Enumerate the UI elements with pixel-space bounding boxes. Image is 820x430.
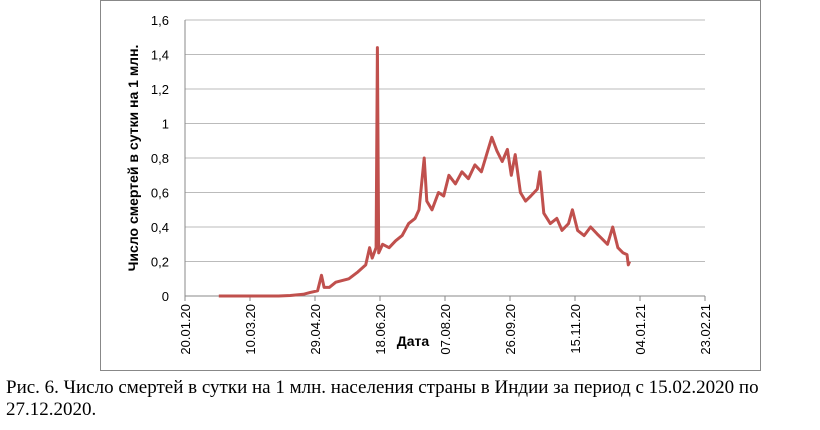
- y-tick-label: 0,2: [151, 255, 169, 270]
- x-tick-label: 26.09.20: [503, 304, 518, 355]
- y-tick-label: 0,4: [151, 220, 169, 235]
- x-tick-label: 29.04.20: [308, 304, 323, 355]
- y-tick-label: 1,2: [151, 82, 169, 97]
- y-tick-label: 0,8: [151, 151, 169, 166]
- x-tick-label: 07.08.20: [438, 304, 453, 355]
- y-tick-label: 1: [162, 117, 169, 132]
- y-tick-label: 0,6: [151, 186, 169, 201]
- x-axis-title: Дата: [397, 333, 430, 349]
- chart: Дата Число смертей в сутки на 1 млн. 0 0,…: [100, 0, 761, 371]
- caption: Рис. 6. Число смертей в сутки на 1 млн. …: [6, 377, 759, 420]
- x-tick-label: 23.02.21: [698, 304, 713, 355]
- chart-border: [100, 0, 761, 371]
- y-tick-label: 1,6: [151, 13, 169, 28]
- x-tick-label: 18.06.20: [373, 304, 388, 355]
- y-tick-label: 0: [162, 289, 169, 304]
- x-tick-label: 10.03.20: [243, 304, 258, 355]
- y-axis-title: Число смертей в сутки на 1 млн.: [125, 45, 141, 272]
- y-tick-label: 1,4: [151, 48, 169, 63]
- x-tick-label: 15.11.20: [568, 304, 583, 354]
- data-line: [218, 46, 632, 298]
- x-tick-label: 20.01.20: [178, 304, 193, 355]
- x-tick-label: 04.01.21: [633, 304, 648, 355]
